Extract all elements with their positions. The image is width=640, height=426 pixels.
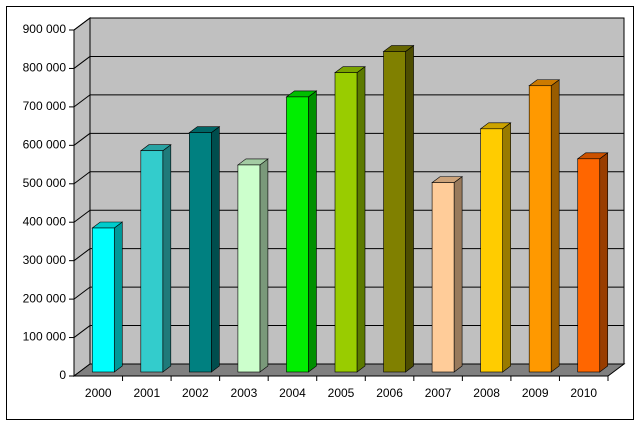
grid-line-side xyxy=(73,325,91,338)
bar xyxy=(139,144,172,373)
y-tick-label: 0 xyxy=(59,368,66,382)
grid-line-side xyxy=(73,17,91,31)
grid-line-side xyxy=(73,209,91,223)
grid-line-side xyxy=(73,286,91,300)
bar xyxy=(382,44,415,373)
x-tick-label: 2010 xyxy=(570,386,597,400)
bar xyxy=(237,158,269,373)
grid-line-side xyxy=(73,94,91,108)
y-tick-label: 200 000 xyxy=(23,291,67,305)
bar-front xyxy=(140,150,164,373)
bar-front xyxy=(480,128,503,373)
bar-side xyxy=(405,44,414,373)
bar xyxy=(91,221,124,373)
bar-front xyxy=(577,158,601,373)
grid-line-side xyxy=(73,56,91,69)
x-tick-label: 2000 xyxy=(85,386,112,400)
y-tick-label: 600 000 xyxy=(23,138,67,152)
y-tick-label: 100 000 xyxy=(23,330,67,344)
bar xyxy=(285,90,318,373)
bar-front xyxy=(91,227,115,373)
bar xyxy=(528,79,561,373)
y-tick-label: 300 000 xyxy=(23,253,67,267)
bar-front xyxy=(528,85,552,373)
x-tick-label: 2006 xyxy=(376,386,403,400)
bar-front xyxy=(189,132,212,373)
grid-line-side xyxy=(73,248,91,262)
bar-side xyxy=(113,221,123,373)
bar-front xyxy=(286,96,309,373)
bar xyxy=(188,126,221,373)
y-tick-label: 800 000 xyxy=(23,61,67,75)
bar-side xyxy=(211,126,220,373)
bar-front xyxy=(334,72,358,373)
bar-side xyxy=(308,90,317,373)
bar xyxy=(576,152,609,373)
bar-side xyxy=(162,144,172,373)
bar-side xyxy=(356,66,366,373)
bar-side xyxy=(453,176,463,373)
x-tick-label: 2004 xyxy=(279,386,306,400)
y-tick-label: 500 000 xyxy=(23,176,67,190)
x-tick-label: 2008 xyxy=(473,386,500,400)
bar-side xyxy=(550,79,560,373)
y-tick-label: 900 000 xyxy=(23,22,67,36)
x-tick-label: 2003 xyxy=(231,386,258,400)
x-tick-label: 2002 xyxy=(182,386,209,400)
bar xyxy=(479,122,512,373)
x-tick-label: 2005 xyxy=(328,386,355,400)
bar-side xyxy=(502,122,511,373)
side-wall xyxy=(73,17,91,377)
y-tick-label: 700 000 xyxy=(23,99,67,113)
x-tick-label: 2001 xyxy=(133,386,160,400)
grid-line-side xyxy=(73,171,91,185)
bar-front xyxy=(431,182,455,373)
x-tick-label: 2007 xyxy=(425,386,452,400)
x-tick-label: 2009 xyxy=(522,386,549,400)
bar xyxy=(431,176,463,373)
grid-line-side xyxy=(73,132,91,146)
bar-front xyxy=(237,164,261,373)
bar-side xyxy=(259,158,269,373)
bar-side xyxy=(599,152,609,373)
bar-front xyxy=(383,51,406,373)
bar xyxy=(334,66,366,373)
y-tick-label: 400 000 xyxy=(23,214,67,228)
